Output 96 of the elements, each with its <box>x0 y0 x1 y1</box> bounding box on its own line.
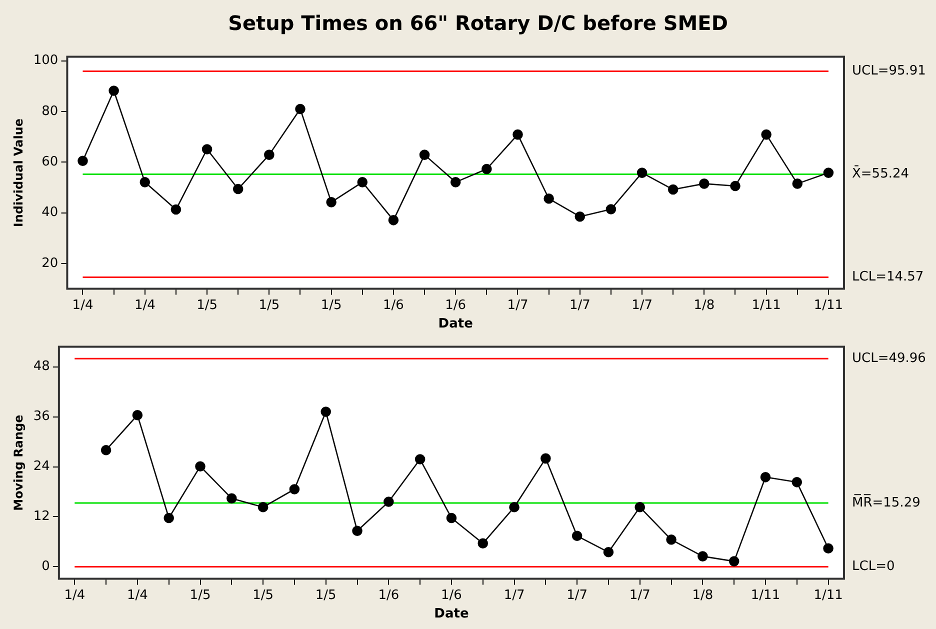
x-tick-label: 1/11 <box>752 298 781 313</box>
ref-line-label: UCL=95.91 <box>852 64 926 79</box>
x-tick-label: 1/5 <box>258 298 280 313</box>
y-axis-title: Moving Range <box>11 414 26 511</box>
point <box>100 444 112 456</box>
point <box>572 530 582 542</box>
point <box>699 178 710 189</box>
point <box>668 184 678 195</box>
point <box>636 168 648 178</box>
x-tick-label: 1/6 <box>378 588 400 603</box>
point <box>478 538 488 549</box>
point <box>357 177 368 188</box>
x-tick-label: 1/11 <box>814 298 844 313</box>
y-tick-label: 0 <box>42 559 50 574</box>
point <box>450 177 461 188</box>
point <box>823 168 834 178</box>
x-tick-label: 1/6 <box>383 298 404 313</box>
point <box>792 477 802 488</box>
point <box>132 410 143 420</box>
point <box>574 211 586 222</box>
x-tick-label: 1/4 <box>126 588 148 603</box>
x-tick-label: 1/7 <box>507 298 528 313</box>
point <box>446 512 457 524</box>
x-tick-label: 1/5 <box>315 588 336 603</box>
point <box>289 484 300 494</box>
point <box>761 129 772 140</box>
x-tick-label: 1/4 <box>72 298 94 313</box>
point <box>540 453 551 464</box>
y-tick-label: 80 <box>42 104 58 119</box>
ref-line-label: UCL=49.96 <box>852 351 926 366</box>
point <box>666 534 676 545</box>
point <box>728 556 740 566</box>
y-axis-title: Individual Value <box>11 118 26 228</box>
point <box>603 546 614 558</box>
x-tick-label: 1/8 <box>694 298 715 313</box>
x-axis-title: Date <box>438 316 474 332</box>
y-tick-label: 100 <box>33 53 58 68</box>
point <box>760 472 771 482</box>
x-tick-label: 1/4 <box>64 588 86 603</box>
point <box>264 150 274 160</box>
point <box>108 86 119 96</box>
point <box>384 496 394 507</box>
point <box>509 502 520 512</box>
point <box>544 193 554 204</box>
point <box>170 204 182 215</box>
x-tick-label: 1/5 <box>320 298 342 313</box>
x-tick-label: 1/4 <box>134 298 156 313</box>
x-tick-label: 1/7 <box>632 298 652 313</box>
y-tick-label: 12 <box>33 509 50 524</box>
y-tick-label: 36 <box>33 409 50 424</box>
point <box>482 164 492 174</box>
point <box>419 150 430 160</box>
point <box>226 493 237 504</box>
x-axis-title: Date <box>434 606 469 622</box>
ref-line-label: LCL=0 <box>852 559 895 574</box>
ref-line-label: M̅R̅=15.29 <box>852 494 920 510</box>
x-tick-label: 1/7 <box>504 588 525 603</box>
point <box>414 454 426 464</box>
x-tick-label: 1/7 <box>566 588 588 603</box>
x-tick-label: 1/6 <box>441 588 462 603</box>
point <box>792 178 803 189</box>
y-tick-label: 40 <box>42 205 58 220</box>
point <box>512 129 523 140</box>
point <box>730 180 740 192</box>
point <box>164 512 174 524</box>
point <box>232 184 244 194</box>
point <box>140 177 150 188</box>
x-tick-label: 1/7 <box>569 298 590 313</box>
point <box>606 204 616 214</box>
x-tick-label: 1/5 <box>252 588 274 603</box>
x-tick-label: 1/6 <box>445 298 466 313</box>
point <box>823 543 834 554</box>
y-tick-label: 24 <box>33 459 50 474</box>
point <box>295 104 306 114</box>
y-tick-label: 20 <box>42 256 58 271</box>
x-tick-label: 1/5 <box>196 298 218 313</box>
point <box>634 502 646 512</box>
y-tick-label: 60 <box>42 154 58 170</box>
ref-line-label: X̄=55.24 <box>852 165 910 182</box>
point <box>698 551 708 562</box>
point <box>202 144 212 154</box>
x-tick-label: 1/8 <box>692 588 714 603</box>
x-tick-label: 1/11 <box>814 588 843 603</box>
x-tick-label: 1/11 <box>750 588 780 603</box>
y-tick-label: 48 <box>33 359 50 374</box>
point <box>352 526 362 536</box>
point <box>258 502 268 512</box>
point <box>388 215 399 226</box>
point <box>78 156 88 166</box>
x-tick-label: 1/5 <box>190 588 211 603</box>
chart-title: Setup Times on 66" Rotary D/C before SMED <box>227 10 729 37</box>
point <box>195 461 206 472</box>
x-tick-label: 1/7 <box>629 588 650 603</box>
point <box>320 406 332 417</box>
point <box>326 197 336 208</box>
ref-line-label: LCL=14.57 <box>852 270 924 285</box>
